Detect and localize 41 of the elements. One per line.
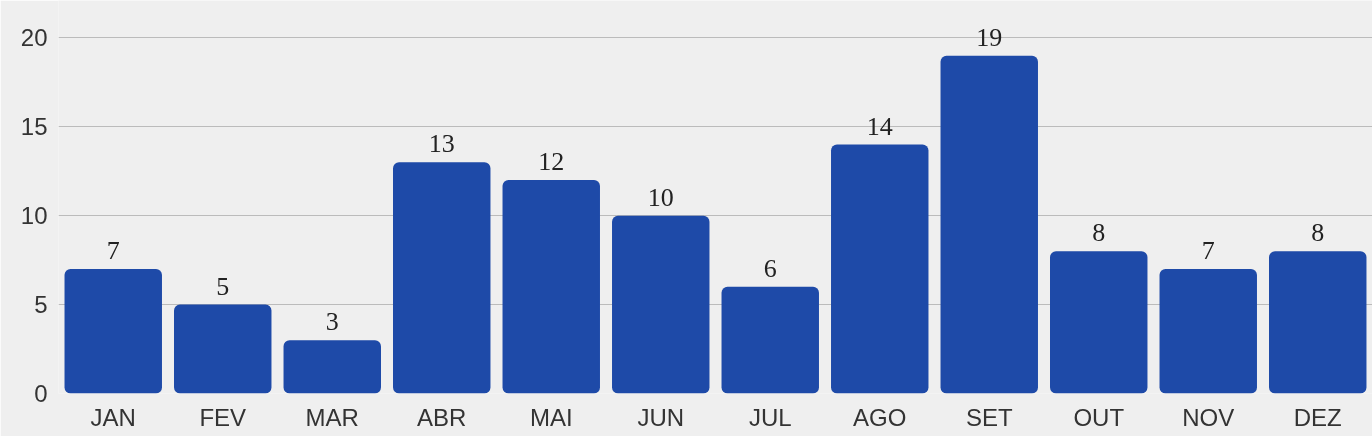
bar bbox=[940, 55, 1038, 394]
x-tick-label: AGO bbox=[853, 403, 907, 431]
y-tick-label: 0 bbox=[34, 380, 48, 407]
x-tick-label: JUL bbox=[748, 403, 792, 431]
x-tick-label: JAN bbox=[90, 403, 136, 431]
x-tick-label: SET bbox=[965, 403, 1013, 431]
x-tick-label: ABR bbox=[417, 403, 467, 431]
data-label: 12 bbox=[538, 147, 565, 177]
bar bbox=[612, 215, 710, 394]
data-label: 3 bbox=[325, 307, 339, 337]
bar bbox=[393, 162, 491, 394]
x-tick-label: JUN bbox=[637, 403, 685, 431]
x-tick-label: FEV bbox=[199, 403, 247, 431]
data-label: 7 bbox=[106, 236, 120, 266]
bar bbox=[502, 180, 600, 394]
x-tick-label: OUT bbox=[1073, 403, 1125, 431]
data-label: 6 bbox=[763, 253, 777, 283]
x-tick-label: DEZ bbox=[1293, 403, 1342, 431]
data-label: 5 bbox=[216, 271, 230, 301]
bar bbox=[721, 286, 819, 394]
x-tick-label: MAR bbox=[305, 403, 359, 431]
x-tick-label: MAI bbox=[529, 403, 573, 431]
data-label: 8 bbox=[1092, 218, 1106, 248]
bar bbox=[283, 340, 381, 394]
y-tick-label: 10 bbox=[20, 202, 48, 230]
data-label: 14 bbox=[866, 111, 893, 141]
y-tick-label: 5 bbox=[34, 291, 48, 319]
bar bbox=[1050, 251, 1148, 394]
bar bbox=[1269, 251, 1367, 394]
data-label: 10 bbox=[647, 182, 674, 212]
bar bbox=[1159, 269, 1257, 394]
bar bbox=[64, 269, 162, 394]
x-tick-label: NOV bbox=[1182, 403, 1235, 431]
y-tick-label: 15 bbox=[20, 113, 48, 141]
data-label: 7 bbox=[1201, 236, 1215, 266]
bar bbox=[174, 304, 272, 394]
data-label: 19 bbox=[976, 22, 1003, 52]
y-tick-label: 20 bbox=[20, 24, 48, 52]
data-label: 8 bbox=[1311, 218, 1325, 248]
data-label: 13 bbox=[428, 129, 455, 159]
bar bbox=[831, 144, 929, 394]
